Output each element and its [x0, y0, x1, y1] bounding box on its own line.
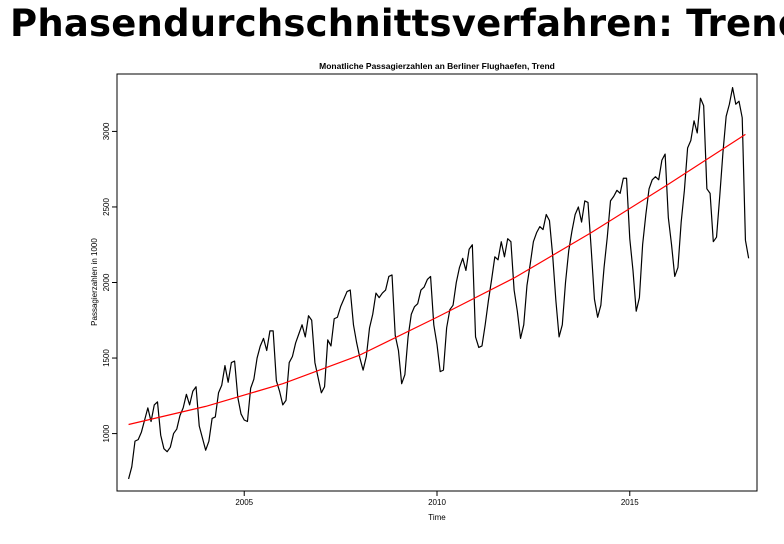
x-tick-label: 2005	[235, 498, 253, 507]
y-tick-label: 1500	[102, 349, 111, 367]
x-tick-label: 2015	[621, 498, 639, 507]
chart-title: Monatliche Passagierzahlen an Berliner F…	[319, 61, 555, 71]
y-axis-label: Passagierzahlen in 1000	[90, 238, 99, 326]
y-tick-label: 1000	[102, 424, 111, 442]
y-tick-label: 3000	[102, 122, 111, 140]
x-axis-label: Time	[428, 513, 446, 522]
x-axis: 2005 2010 2015	[235, 491, 639, 507]
trend-series-line	[128, 133, 746, 426]
y-tick-label: 2000	[102, 273, 111, 291]
passenger-series-line	[127, 86, 750, 480]
slide-title: Phasendurchschnittsverfahren: Trend	[10, 2, 784, 45]
x-tick-label: 2010	[428, 498, 446, 507]
plot-frame	[116, 73, 758, 492]
y-tick-label: 2500	[102, 198, 111, 216]
series-layer	[127, 86, 750, 480]
y-axis: 1000 1500 2000 2500 3000	[102, 122, 117, 442]
